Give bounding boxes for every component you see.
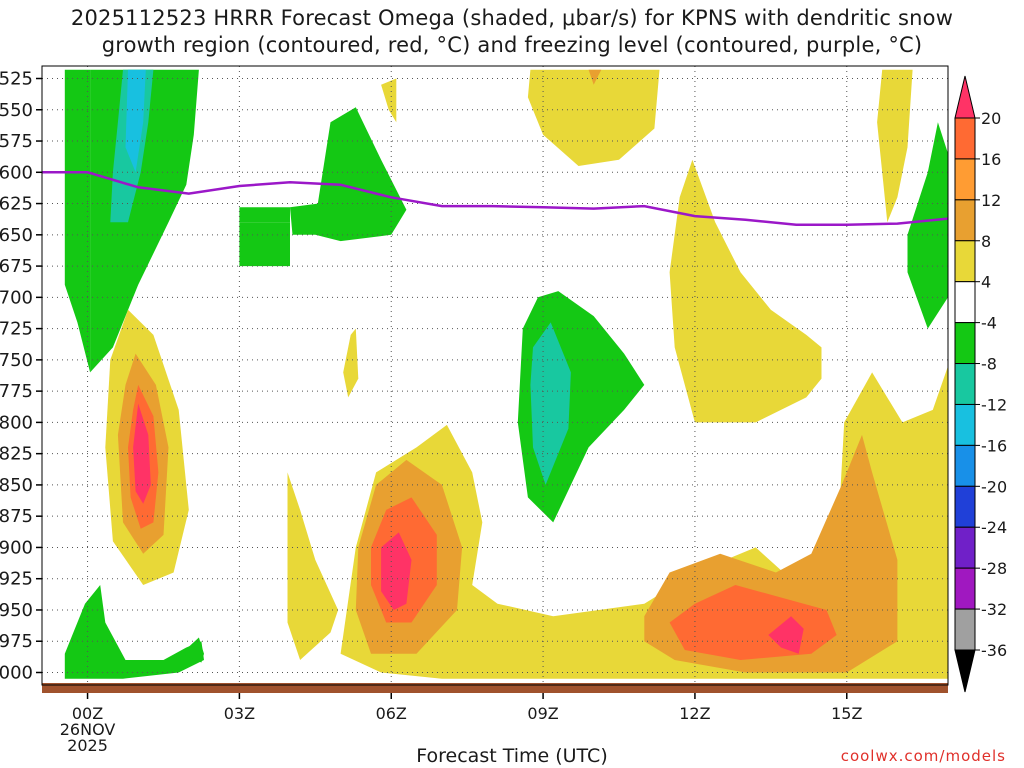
colorbar-box-1 <box>954 158 976 201</box>
omega-region-23 <box>877 69 913 223</box>
y-tick-label-600: 600 <box>0 162 33 183</box>
x-axis-label: Forecast Time (UTC) <box>416 745 608 767</box>
colorbar-top-arrow <box>954 75 976 119</box>
y-tick-label-675: 675 <box>0 256 33 277</box>
colorbar-box-12 <box>954 608 976 651</box>
colorbar-box-7 <box>954 403 976 446</box>
colorbar-box-2 <box>954 199 976 242</box>
colorbar-box-10 <box>954 526 976 569</box>
x-tick-date-label: 26NOV <box>60 720 116 739</box>
colorbar-box-11 <box>954 567 976 610</box>
y-tick-label-825: 825 <box>0 444 33 465</box>
colorbar-box-0 <box>954 117 976 160</box>
omega-region-9 <box>239 222 290 267</box>
x-tick-label-15Z: 15Z <box>831 704 862 723</box>
colorbar-box-5 <box>954 322 976 365</box>
colorbar-label-8: 8 <box>981 232 991 251</box>
x-tick-year-label: 2025 <box>67 736 108 755</box>
y-tick-label-775: 775 <box>0 381 33 402</box>
colorbar-bottom-arrow <box>954 649 976 693</box>
chart-title-line-1: 2025112523 HRRR Forecast Omega (shaded, … <box>70 6 954 30</box>
omega-region-3 <box>125 69 146 173</box>
colorbar-label--8: -8 <box>981 355 997 374</box>
omega-shaded-regions <box>64 69 948 679</box>
y-tick-label-525: 525 <box>0 69 33 90</box>
colorbar-label--36: -36 <box>981 641 1007 660</box>
colorbar-label-16: 16 <box>981 150 1001 169</box>
colorbar-label--28: -28 <box>981 559 1007 578</box>
omega-region-7 <box>133 403 151 504</box>
omega-region-18 <box>527 69 660 166</box>
y-tick-label-725: 725 <box>0 319 33 340</box>
omega-region-29 <box>181 637 204 663</box>
colorbar-label--20: -20 <box>981 477 1007 496</box>
omega-region-13 <box>287 472 339 660</box>
y-tick-label-625: 625 <box>0 194 33 215</box>
omega-region-17 <box>381 532 412 610</box>
colorbar-legend: 20 16 12 8 4 -4 -8 -12 -16 -20 -24 -28 -32 -36 <box>954 75 1007 693</box>
y-tick-label-850: 850 <box>0 475 33 496</box>
colorbar-label--24: -24 <box>981 518 1007 537</box>
omega-region-24 <box>907 122 948 329</box>
omega-region-12 <box>343 328 359 398</box>
y-tick-label-575: 575 <box>0 131 33 152</box>
x-tick-label-12Z: 12Z <box>679 704 710 723</box>
y-tick-label-700: 700 <box>0 287 33 308</box>
x-tick-label-09Z: 09Z <box>527 704 558 723</box>
colorbar-label--16: -16 <box>981 436 1007 455</box>
y-tick-label-875: 875 <box>0 506 33 527</box>
colorbar-label--12: -12 <box>981 395 1007 414</box>
chart-title-line-2: growth region (contoured, red, °C) and f… <box>101 33 923 57</box>
y-tick-label-900: 900 <box>0 537 33 558</box>
x-tick-label-03Z: 03Z <box>224 704 255 723</box>
plot-frame <box>41 65 949 686</box>
y-tick-label-1000: 1000 <box>0 662 33 683</box>
colorbar-label--4: -4 <box>981 314 997 333</box>
omega-region-0 <box>64 69 91 373</box>
omega-region-27 <box>768 616 804 654</box>
omega-region-11 <box>381 78 397 123</box>
omega-region-10 <box>290 107 407 242</box>
y-tick-label-950: 950 <box>0 600 33 621</box>
colorbar-box-3 <box>954 240 976 283</box>
y-tick-label-550: 550 <box>0 100 33 121</box>
grid-lines <box>42 66 948 685</box>
ground-surface <box>42 683 948 693</box>
colorbar-box-4 <box>954 281 976 324</box>
x-tick-label-06Z: 06Z <box>376 704 407 723</box>
omega-region-8 <box>239 207 290 223</box>
colorbar-box-6 <box>954 363 976 405</box>
omega-region-28 <box>64 585 204 679</box>
y-tick-label-650: 650 <box>0 225 33 246</box>
y-tick-label-975: 975 <box>0 631 33 652</box>
colorbar-box-9 <box>954 485 976 528</box>
colorbar-label-20: 20 <box>981 109 1001 128</box>
colorbar-label-4: 4 <box>981 273 991 292</box>
y-tick-label-800: 800 <box>0 412 33 433</box>
colorbar-label-12: 12 <box>981 191 1001 210</box>
site-credit: coolwx.com/models <box>840 747 1006 765</box>
colorbar-label--32: -32 <box>981 600 1007 619</box>
freezing-level-line <box>42 171 948 227</box>
x-tick-label-00Z: 00Z <box>72 704 103 723</box>
colorbar-box-8 <box>954 444 976 487</box>
y-axis-ticks: 525 550 575 600 625 650 675 700 725 750 775 800 825 8… <box>0 69 42 683</box>
y-tick-label-750: 750 <box>0 350 33 371</box>
omega-region-19 <box>588 69 602 85</box>
y-tick-label-925: 925 <box>0 569 33 590</box>
omega-region-22 <box>669 159 822 423</box>
omega-region-21 <box>530 322 571 485</box>
